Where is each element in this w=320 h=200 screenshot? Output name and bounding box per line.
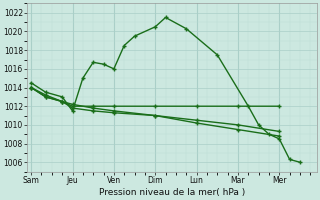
X-axis label: Pression niveau de la mer( hPa ): Pression niveau de la mer( hPa ) xyxy=(99,188,245,197)
